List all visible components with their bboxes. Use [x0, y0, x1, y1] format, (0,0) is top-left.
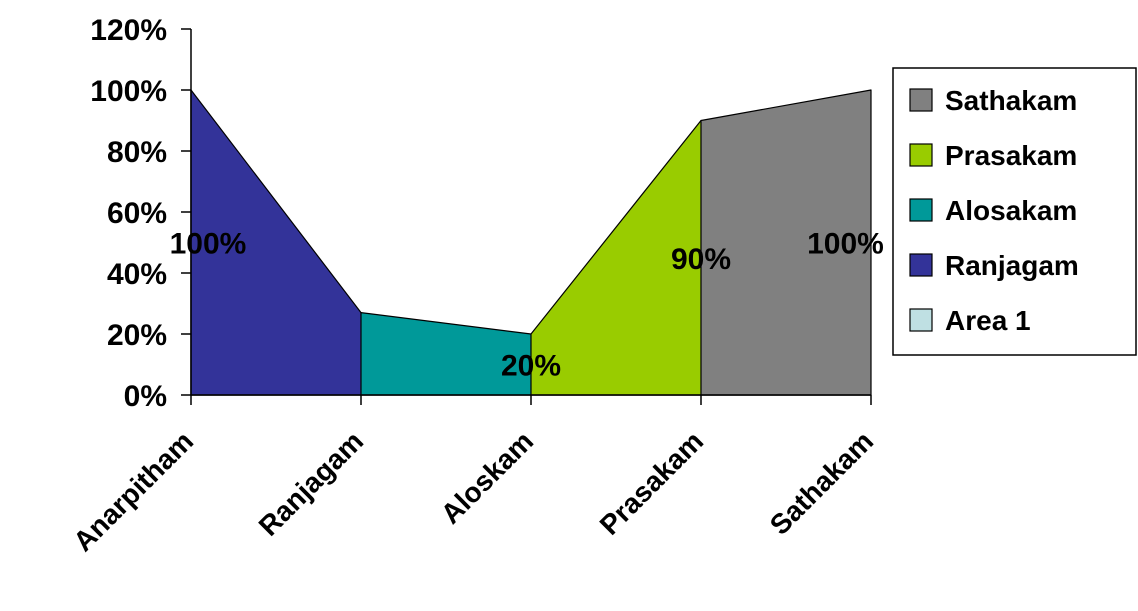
x-tick-label-ranjagam: Ranjagam — [253, 425, 370, 542]
legend-box — [892, 67, 1137, 356]
y-axis-ticks: 0% 20% 40% 60% 80% 100% 120% — [90, 14, 191, 413]
legend-label-ranjagam: Ranjagam — [945, 250, 1079, 281]
y-tick-label: 0% — [124, 380, 167, 413]
data-label: 100% — [807, 228, 884, 261]
y-tick-label: 60% — [107, 197, 167, 230]
y-tick-label: 120% — [90, 14, 167, 47]
data-label: 20% — [501, 350, 561, 383]
y-tick-label: 80% — [107, 136, 167, 169]
legend-swatch-prasakam — [909, 143, 933, 167]
plot-areas — [190, 89, 872, 396]
legend-swatch-area-1 — [909, 308, 933, 332]
legend-label-prasakam: Prasakam — [945, 140, 1077, 171]
y-tick-label: 20% — [107, 319, 167, 352]
x-tick-label-prasakam: Prasakam — [594, 425, 710, 541]
x-tick-label-sathakam: Sathakam — [764, 425, 879, 540]
x-axis-ticks: Anarpitham Ranjagam Aloskam Prasakam Sathaka… — [67, 395, 879, 557]
legend-label-alosakam: Alosakam — [945, 195, 1077, 226]
legend-swatch-sathakam — [909, 88, 933, 112]
legend-swatch-alosakam — [909, 198, 933, 222]
legend-swatch-ranjagam — [909, 253, 933, 277]
y-tick-label: 100% — [90, 75, 167, 108]
x-tick-label-anarpitham: Anarpitham — [67, 425, 199, 557]
y-tick-label: 40% — [107, 258, 167, 291]
data-label: 90% — [671, 243, 731, 276]
legend-label-sathakam: Sathakam — [945, 85, 1077, 116]
legend-label-area-1: Area 1 — [945, 305, 1031, 336]
data-labels: 100% 20% 90% 100% — [170, 228, 884, 383]
data-label: 100% — [170, 228, 247, 261]
x-tick-label-aloskam: Aloskam — [435, 425, 539, 529]
legend: Sathakam Prasakam Alosakam Ranjagam Area 1 — [892, 67, 1137, 356]
